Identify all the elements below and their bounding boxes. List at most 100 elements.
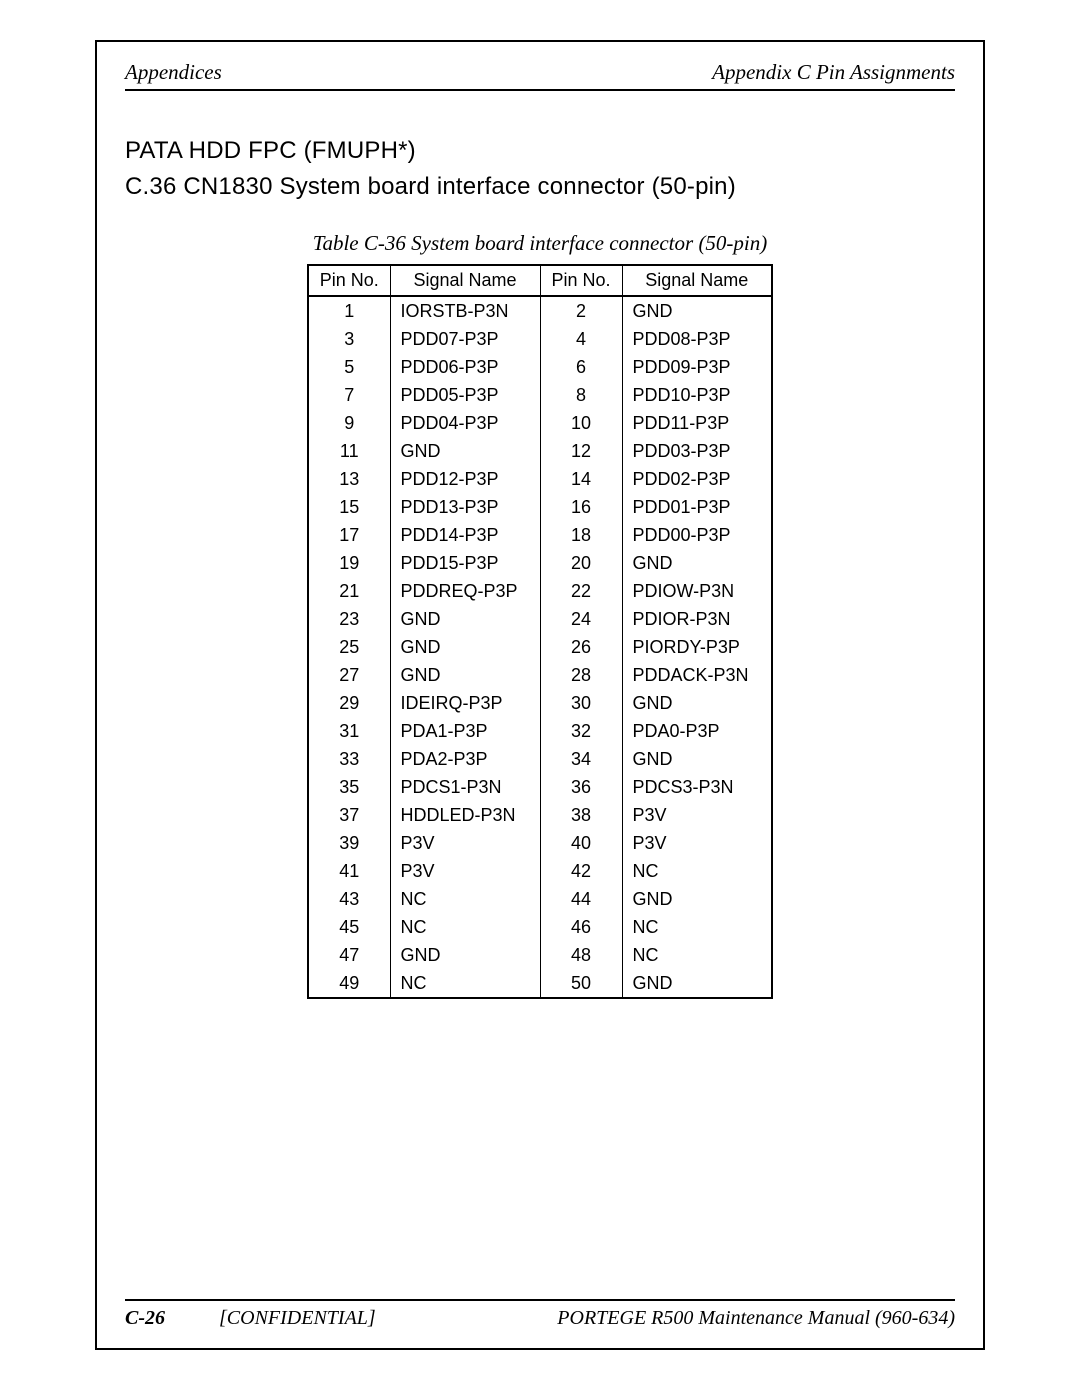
page-frame: Appendices Appendix C Pin Assignments PA… xyxy=(95,40,985,1350)
table-row: 27GND28PDDACK-P3N xyxy=(308,661,772,689)
table-row: 39P3V40P3V xyxy=(308,829,772,857)
table-caption: Table C-36 System board interface connec… xyxy=(125,231,955,256)
table-row: 19PDD15-P3P20GND xyxy=(308,549,772,577)
pin-cell: 47 xyxy=(308,941,390,969)
footer-manual-title: PORTEGE R500 Maintenance Manual (960-634… xyxy=(557,1307,955,1330)
signal-cell: PDD02-P3P xyxy=(622,465,772,493)
signal-cell: NC xyxy=(390,969,540,998)
signal-cell: PDCS1-P3N xyxy=(390,773,540,801)
table-header-row: Pin No.Signal NamePin No.Signal Name xyxy=(308,265,772,296)
table-row: 21PDDREQ-P3P22PDIOW-P3N xyxy=(308,577,772,605)
table-row: 43NC44GND xyxy=(308,885,772,913)
pin-cell: 18 xyxy=(540,521,622,549)
signal-cell: PDD04-P3P xyxy=(390,409,540,437)
footer-confidential: [CONFIDENTIAL] xyxy=(219,1307,376,1330)
signal-cell: GND xyxy=(390,661,540,689)
pin-cell: 37 xyxy=(308,801,390,829)
pin-cell: 5 xyxy=(308,353,390,381)
pin-cell: 21 xyxy=(308,577,390,605)
pin-cell: 38 xyxy=(540,801,622,829)
signal-cell: NC xyxy=(622,857,772,885)
pin-cell: 26 xyxy=(540,633,622,661)
pin-cell: 15 xyxy=(308,493,390,521)
pin-cell: 13 xyxy=(308,465,390,493)
table-row: 13PDD12-P3P14PDD02-P3P xyxy=(308,465,772,493)
table-header-cell: Pin No. xyxy=(308,265,390,296)
table-row: 17PDD14-P3P18PDD00-P3P xyxy=(308,521,772,549)
signal-cell: PDD07-P3P xyxy=(390,325,540,353)
signal-cell: P3V xyxy=(622,801,772,829)
table-row: 37HDDLED-P3N38P3V xyxy=(308,801,772,829)
table-body: 1IORSTB-P3N2GND3PDD07-P3P4PDD08-P3P5PDD0… xyxy=(308,296,772,998)
signal-cell: PDD12-P3P xyxy=(390,465,540,493)
pin-cell: 40 xyxy=(540,829,622,857)
table-row: 31PDA1-P3P32PDA0-P3P xyxy=(308,717,772,745)
header-right: Appendix C Pin Assignments xyxy=(712,60,955,85)
signal-cell: HDDLED-P3N xyxy=(390,801,540,829)
signal-cell: PDD05-P3P xyxy=(390,381,540,409)
signal-cell: NC xyxy=(622,941,772,969)
table-header-cell: Signal Name xyxy=(622,265,772,296)
signal-cell: PDD06-P3P xyxy=(390,353,540,381)
signal-cell: PDIOW-P3N xyxy=(622,577,772,605)
signal-cell: PDD13-P3P xyxy=(390,493,540,521)
signal-cell: GND xyxy=(622,969,772,998)
pin-cell: 4 xyxy=(540,325,622,353)
pin-cell: 41 xyxy=(308,857,390,885)
signal-cell: PDA1-P3P xyxy=(390,717,540,745)
signal-cell: PDD03-P3P xyxy=(622,437,772,465)
signal-cell: PDD00-P3P xyxy=(622,521,772,549)
pin-cell: 8 xyxy=(540,381,622,409)
signal-cell: PDDACK-P3N xyxy=(622,661,772,689)
title-line-1: PATA HDD FPC (FMUPH*) xyxy=(125,137,955,165)
pin-cell: 6 xyxy=(540,353,622,381)
pin-cell: 7 xyxy=(308,381,390,409)
pin-cell: 29 xyxy=(308,689,390,717)
signal-cell: GND xyxy=(622,745,772,773)
signal-cell: IORSTB-P3N xyxy=(390,296,540,325)
table-row: 9PDD04-P3P10PDD11-P3P xyxy=(308,409,772,437)
pin-cell: 10 xyxy=(540,409,622,437)
table-row: 11GND12PDD03-P3P xyxy=(308,437,772,465)
signal-cell: GND xyxy=(390,605,540,633)
signal-cell: GND xyxy=(622,885,772,913)
signal-cell: PDDREQ-P3P xyxy=(390,577,540,605)
signal-cell: P3V xyxy=(390,857,540,885)
table-header-cell: Pin No. xyxy=(540,265,622,296)
signal-cell: GND xyxy=(622,549,772,577)
header-left: Appendices xyxy=(125,60,222,85)
pin-cell: 45 xyxy=(308,913,390,941)
table-row: 7PDD05-P3P8PDD10-P3P xyxy=(308,381,772,409)
signal-cell: IDEIRQ-P3P xyxy=(390,689,540,717)
table-row: 23GND24PDIOR-P3N xyxy=(308,605,772,633)
pin-cell: 36 xyxy=(540,773,622,801)
pin-cell: 42 xyxy=(540,857,622,885)
table-row: 33PDA2-P3P34GND xyxy=(308,745,772,773)
signal-cell: PDCS3-P3N xyxy=(622,773,772,801)
pin-cell: 11 xyxy=(308,437,390,465)
footer-page-number: C-26 xyxy=(125,1307,165,1330)
pin-cell: 24 xyxy=(540,605,622,633)
pin-cell: 50 xyxy=(540,969,622,998)
signal-cell: PDIOR-P3N xyxy=(622,605,772,633)
signal-cell: PDD10-P3P xyxy=(622,381,772,409)
footer-left-group: C-26 [CONFIDENTIAL] xyxy=(125,1307,376,1330)
pin-cell: 1 xyxy=(308,296,390,325)
signal-cell: PDD01-P3P xyxy=(622,493,772,521)
pin-cell: 30 xyxy=(540,689,622,717)
pin-cell: 14 xyxy=(540,465,622,493)
pin-cell: 22 xyxy=(540,577,622,605)
pin-cell: 3 xyxy=(308,325,390,353)
table-head: Pin No.Signal NamePin No.Signal Name xyxy=(308,265,772,296)
signal-cell: P3V xyxy=(390,829,540,857)
signal-cell: PDA0-P3P xyxy=(622,717,772,745)
pin-cell: 44 xyxy=(540,885,622,913)
pin-cell: 32 xyxy=(540,717,622,745)
pin-cell: 48 xyxy=(540,941,622,969)
signal-cell: PDD09-P3P xyxy=(622,353,772,381)
pin-cell: 16 xyxy=(540,493,622,521)
pin-cell: 2 xyxy=(540,296,622,325)
signal-cell: PDA2-P3P xyxy=(390,745,540,773)
table-row: 25GND26PIORDY-P3P xyxy=(308,633,772,661)
signal-cell: NC xyxy=(622,913,772,941)
